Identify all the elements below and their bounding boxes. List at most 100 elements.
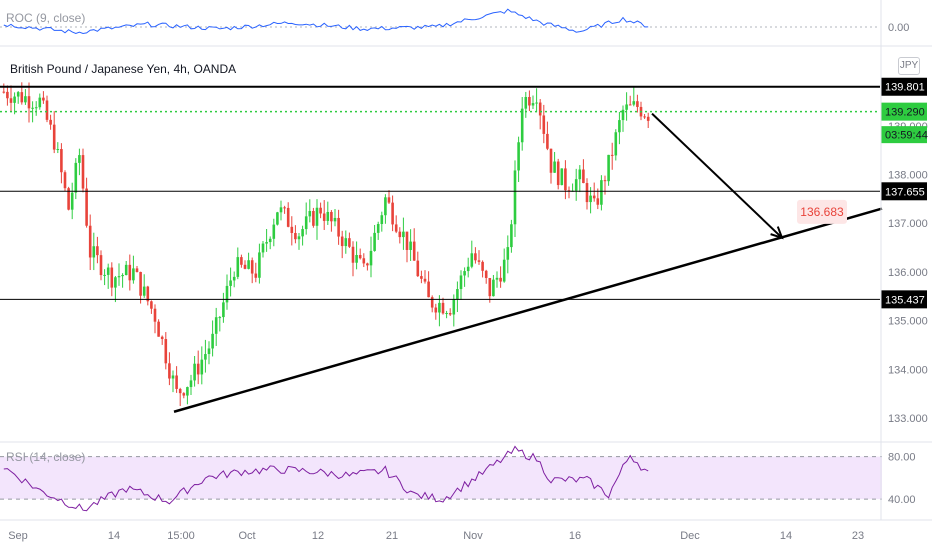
- candle-body: [420, 276, 423, 279]
- candle-body: [24, 96, 27, 103]
- candle-body: [484, 270, 488, 278]
- candle-body: [236, 257, 240, 277]
- candle-body: [326, 211, 330, 221]
- candle-body: [250, 260, 254, 274]
- candle-body: [189, 380, 193, 388]
- candle-body: [297, 236, 301, 240]
- candle-body: [186, 387, 189, 396]
- candle-body: [258, 252, 261, 278]
- price-tick-label: 136.000: [888, 267, 928, 279]
- candle-body: [625, 104, 628, 110]
- rsi-line: [3, 445, 649, 512]
- candle-body: [247, 260, 250, 269]
- candle-body: [646, 116, 650, 121]
- time-tick-label: 23: [852, 530, 864, 542]
- candle-body: [265, 242, 268, 244]
- candle-body: [103, 274, 106, 276]
- candle-body: [218, 317, 222, 319]
- candle-body: [319, 207, 322, 214]
- candle-body: [312, 210, 315, 226]
- candle-body: [45, 100, 49, 120]
- candle-body: [636, 101, 639, 107]
- candle-body: [301, 229, 304, 237]
- candle-body: [2, 91, 6, 93]
- candle-body: [600, 180, 603, 205]
- price-axis[interactable]: 139.000138.000137.000136.000135.000134.0…: [888, 121, 928, 425]
- middle-level-price-tag-text: 137.655: [885, 186, 925, 198]
- candle-body: [492, 279, 495, 297]
- candle-body: [438, 302, 441, 313]
- candle-body: [106, 267, 110, 275]
- candle-body: [362, 258, 366, 264]
- candle-body: [578, 169, 582, 180]
- ascending-trendline[interactable]: [173, 207, 883, 413]
- candle-body: [466, 266, 470, 272]
- candle-body: [164, 339, 168, 364]
- candle-body: [470, 253, 474, 267]
- time-axis[interactable]: Sep 14 15:00 Oct 12 21 Nov 16 Dec 14 23: [8, 530, 864, 542]
- candle-body: [567, 190, 571, 192]
- candle-body: [92, 246, 96, 258]
- candle-body: [81, 155, 85, 189]
- candle-body: [243, 264, 247, 269]
- candle-body: [628, 104, 632, 106]
- candle-body: [513, 170, 517, 225]
- candle-body: [34, 107, 38, 109]
- candle-body: [330, 211, 333, 222]
- candle-body: [589, 195, 592, 203]
- candle-body: [366, 263, 369, 266]
- price-tick-label: 134.000: [888, 364, 928, 376]
- candle-body: [168, 363, 171, 379]
- candle-body: [621, 109, 625, 121]
- candle-body: [632, 101, 636, 105]
- candle-body: [488, 277, 492, 297]
- candle-body: [531, 103, 535, 106]
- candle-body: [596, 198, 600, 205]
- projection-arrow[interactable]: [651, 112, 783, 239]
- candle-body: [135, 268, 139, 272]
- candle-body: [344, 238, 348, 247]
- candle-body: [643, 116, 646, 118]
- candle-body: [384, 197, 387, 216]
- candle-body: [88, 225, 92, 258]
- countdown-tag-text: 03:59:44: [885, 130, 928, 142]
- candle-body: [463, 271, 466, 276]
- candle-body: [549, 148, 553, 173]
- candle-body: [607, 154, 610, 182]
- candle-body: [290, 226, 294, 234]
- candle-body: [146, 286, 150, 302]
- candle-body: [355, 254, 358, 263]
- candle-body: [481, 261, 484, 271]
- candle-body: [391, 202, 394, 225]
- candle-body: [560, 168, 564, 186]
- candle-body: [546, 133, 549, 149]
- candle-body: [409, 241, 412, 250]
- candle-body: [614, 132, 618, 156]
- candle-body: [412, 241, 416, 261]
- candle-body: [171, 375, 175, 379]
- candle-body: [276, 212, 279, 225]
- candle-body: [279, 207, 283, 213]
- candle-body: [96, 246, 99, 256]
- candle-body: [60, 149, 63, 173]
- candle-body: [542, 115, 546, 134]
- candle-body: [272, 224, 276, 239]
- candle-body: [175, 375, 178, 389]
- price-pane: 136.683 British Pound / Japanese Yen, 4h…: [0, 62, 883, 413]
- target-label[interactable]: 136.683: [797, 199, 847, 224]
- resistance-price-tag: [881, 77, 927, 96]
- candle-body: [351, 246, 355, 263]
- resistance-price-tag-text: 139.801: [885, 82, 925, 94]
- candle-body: [38, 97, 42, 108]
- candle-body: [207, 348, 211, 355]
- currency-badge[interactable]: JPY: [898, 57, 920, 75]
- candle-body: [553, 161, 556, 173]
- candle-body: [200, 359, 204, 375]
- candle-body: [387, 197, 391, 203]
- candle-body: [304, 216, 308, 230]
- candle-body: [340, 236, 344, 247]
- roc-line: [3, 8, 649, 35]
- middle-level-price-tag: [881, 182, 927, 201]
- candle-body: [373, 232, 376, 251]
